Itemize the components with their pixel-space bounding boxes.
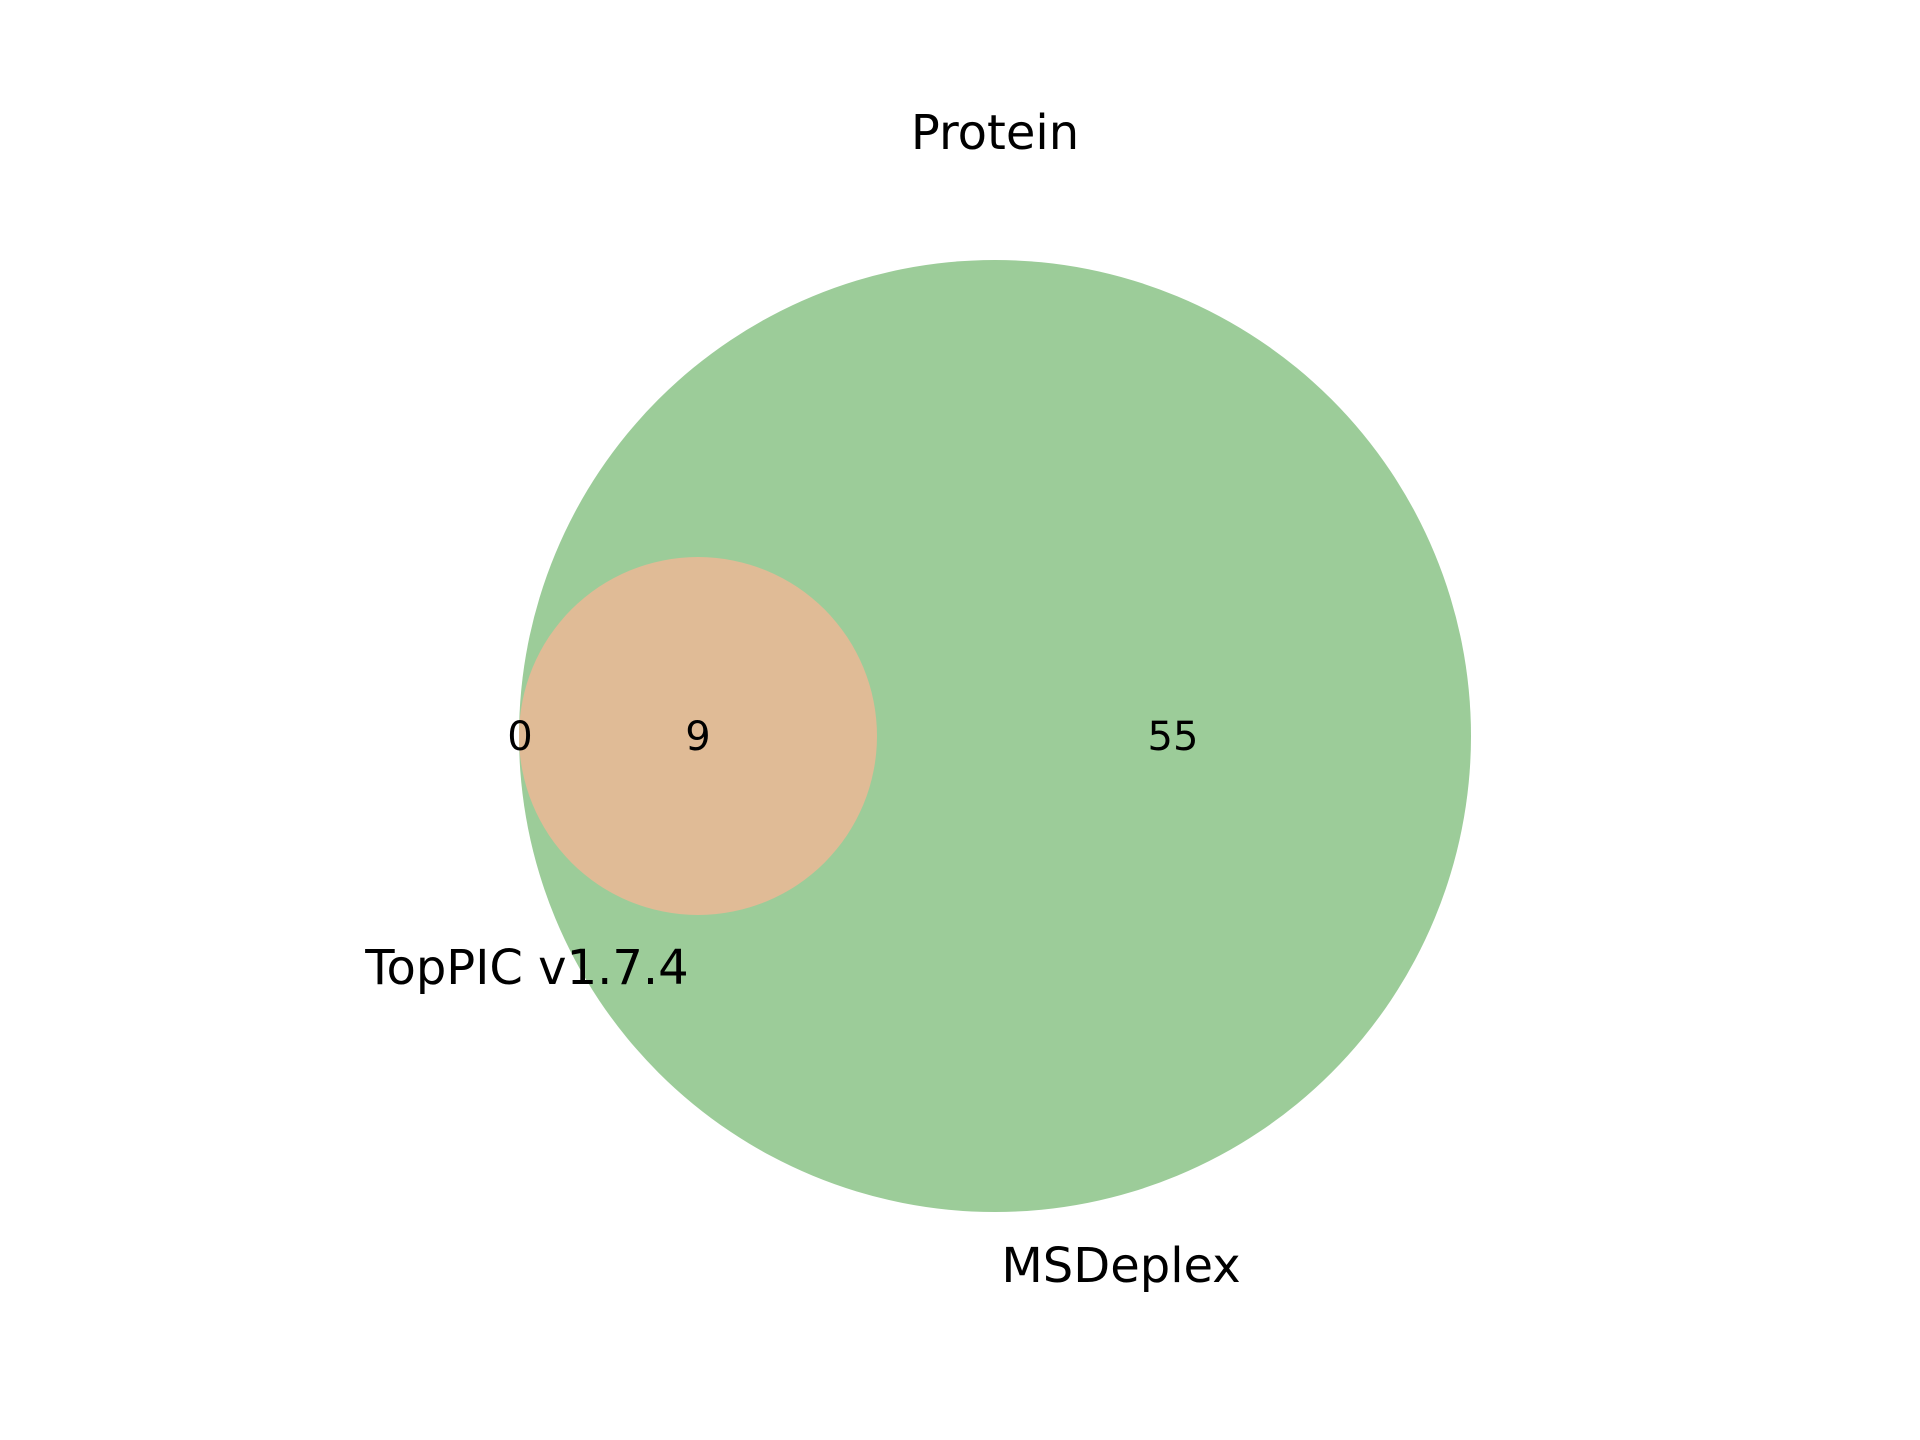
count-both: 9 bbox=[685, 714, 710, 760]
msdeplex-circle bbox=[519, 260, 1471, 1212]
set-label-toppic: TopPIC v1.7.4 bbox=[364, 940, 688, 996]
chart-title: Protein bbox=[911, 105, 1079, 161]
count-msdeplex-only: 55 bbox=[1148, 714, 1199, 760]
toppic-circle bbox=[519, 557, 877, 915]
set-label-msdeplex: MSDeplex bbox=[1001, 1238, 1240, 1294]
count-toppic-only: 0 bbox=[507, 714, 532, 760]
